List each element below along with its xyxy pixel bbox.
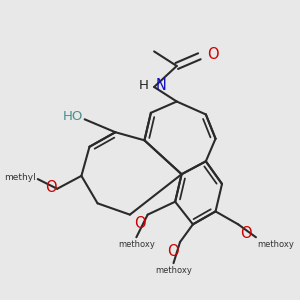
- Text: methoxy: methoxy: [258, 240, 294, 249]
- Text: N: N: [156, 78, 167, 93]
- Text: HO: HO: [63, 110, 83, 123]
- Text: O: O: [45, 180, 56, 195]
- Text: O: O: [208, 47, 219, 62]
- Text: methoxy: methoxy: [155, 266, 192, 275]
- Text: O: O: [240, 226, 251, 241]
- Text: methoxy: methoxy: [118, 240, 155, 249]
- Text: O: O: [167, 244, 178, 259]
- Text: O: O: [134, 216, 146, 231]
- Text: methyl: methyl: [4, 173, 36, 182]
- Text: H: H: [138, 79, 148, 92]
